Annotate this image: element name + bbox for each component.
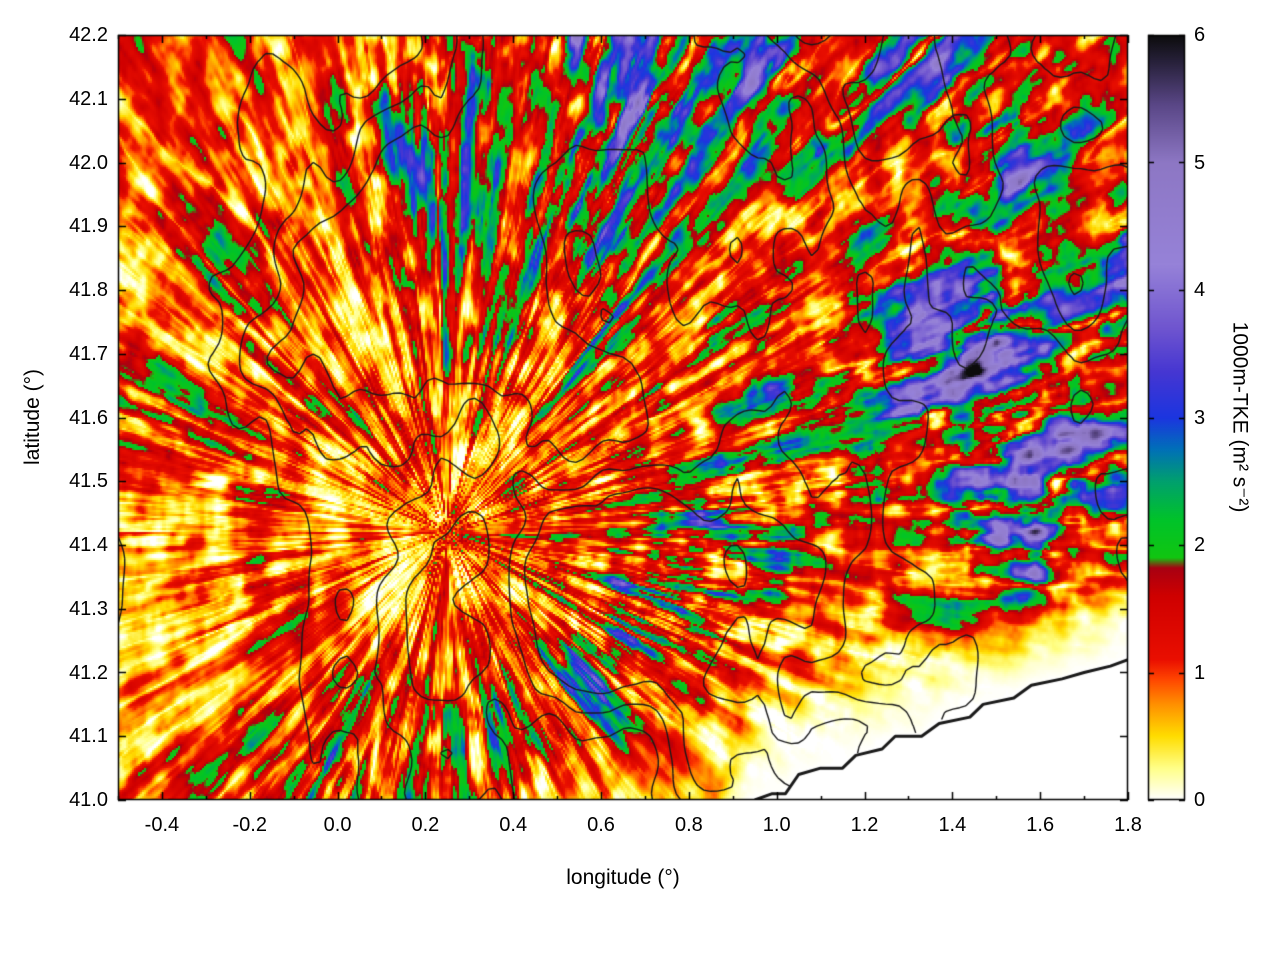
- x-tick-label: 1.0: [762, 814, 791, 836]
- y-tick-label: 41.3: [69, 597, 108, 620]
- colorbar-tick-label: 3: [1194, 406, 1206, 429]
- x-tick-label: 1.8: [1114, 814, 1142, 836]
- colorbar-tick-label: 5: [1194, 151, 1206, 174]
- colorbar-tick-label: 0: [1194, 789, 1206, 811]
- x-tick-label: 0.8: [674, 814, 703, 836]
- x-tick-label: 1.2: [850, 814, 879, 836]
- y-tick-label: 41.0: [69, 789, 108, 811]
- y-axis-title: latitude (°): [21, 369, 44, 465]
- x-axis-title: longitude (°): [566, 866, 680, 889]
- x-tick-label: 1.4: [938, 814, 967, 836]
- x-tick-label: 0.0: [323, 814, 352, 836]
- x-tick-label: -0.2: [232, 814, 267, 836]
- colorbar-tick-label: 2: [1194, 534, 1206, 556]
- x-tick-label: 0.2: [411, 814, 440, 836]
- y-tick-label: 41.4: [69, 534, 108, 556]
- y-tick-label: 41.1: [69, 725, 108, 748]
- colorbar-tick-label: 1: [1194, 661, 1206, 684]
- y-tick-label: 42.2: [69, 24, 108, 46]
- y-tick-label: 41.2: [69, 661, 108, 684]
- colorbar-tick-label: 6: [1194, 24, 1206, 46]
- colorbar-tick-label: 4: [1194, 279, 1206, 301]
- x-tick-label: 0.6: [587, 814, 615, 836]
- y-tick-label: 41.6: [69, 406, 108, 429]
- y-tick-label: 41.7: [69, 342, 108, 365]
- x-tick-label: 1.6: [1026, 814, 1055, 836]
- y-tick-label: 41.5: [69, 470, 108, 493]
- colorbar-title: 1000m-TKE (m² s⁻²): [1228, 321, 1252, 513]
- x-tick-label: 0.4: [499, 814, 528, 836]
- y-tick-label: 41.8: [69, 279, 108, 301]
- y-tick-label: 42.0: [69, 151, 108, 174]
- x-tick-label: -0.4: [144, 814, 180, 836]
- y-tick-label: 42.1: [69, 87, 108, 110]
- y-tick-label: 41.9: [69, 215, 108, 238]
